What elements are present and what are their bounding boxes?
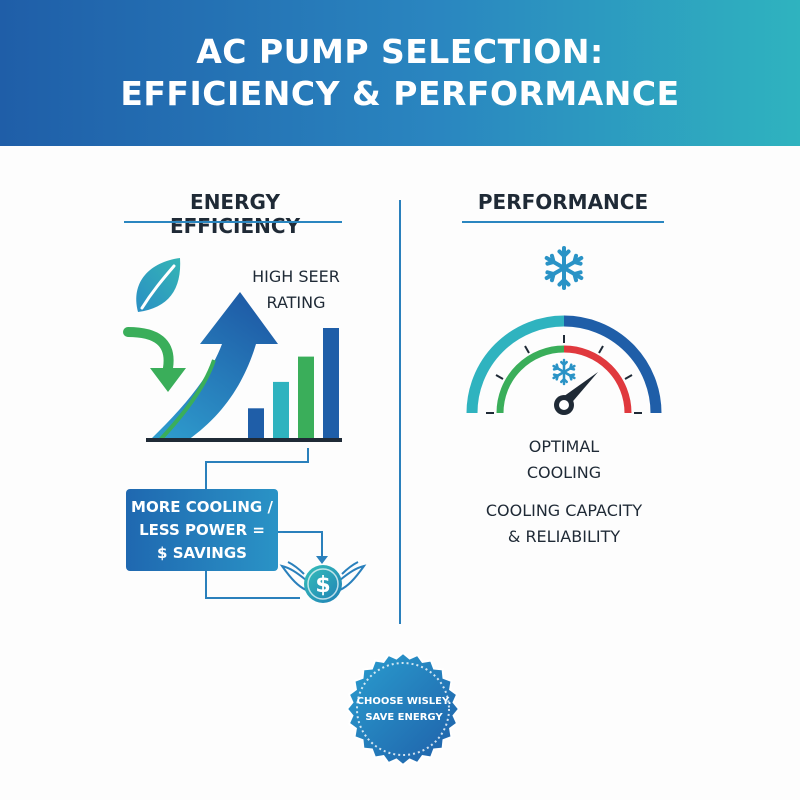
leaf-icon [136, 258, 181, 312]
chart-baseline [146, 438, 342, 442]
cooling-capacity-caption: COOLING CAPACITY & RELIABILITY [474, 498, 654, 550]
winged-coin-icon: $ [279, 561, 367, 603]
column-divider [399, 200, 401, 624]
optimal-cooling-line-2: COOLING [526, 463, 602, 482]
savings-box: MORE COOLING / LESS POWER = $ SAVINGS [126, 489, 278, 571]
badge-line-2: SAVE ENERGY [365, 712, 443, 723]
savings-line-3: $ SAVINGS [157, 543, 247, 562]
snowflake-icon [544, 246, 584, 290]
optimal-cooling-label: OPTIMAL COOLING [494, 434, 634, 486]
high-seer-line-2: RATING [266, 293, 326, 312]
high-seer-line-1: HIGH SEER [252, 267, 340, 286]
optimal-cooling-line-1: OPTIMAL [528, 437, 600, 456]
seal-badge-icon [345, 651, 461, 767]
bar-3 [298, 356, 314, 438]
title-banner: AC PUMP SELECTION: EFFICIENCY & PERFORMA… [0, 0, 800, 146]
cooling-capacity-line-2: & RELIABILITY [507, 527, 621, 546]
up-arrow-icon [150, 292, 278, 442]
bar-1 [248, 408, 264, 438]
gauge-icon [466, 315, 662, 415]
cooling-capacity-line-1: COOLING CAPACITY [485, 501, 643, 520]
bar-chart [248, 328, 339, 438]
connector-lines [205, 448, 323, 599]
gauge-snowflake-icon [552, 358, 576, 386]
badge-text: CHOOSE WISLEY. SAVE ENERGY [354, 694, 454, 726]
savings-line-1: MORE COOLING / [131, 497, 273, 516]
performance-rule [462, 221, 664, 223]
title-line-2: EFFICIENCY & PERFORMANCE [120, 74, 680, 113]
energy-efficiency-rule [124, 221, 342, 223]
energy-efficiency-heading: ENERGY EFFICIENCY [169, 190, 301, 238]
title-line-1: AC PUMP SELECTION: [196, 32, 604, 71]
down-arrow-icon [123, 327, 186, 392]
coin-dollar-sign: $ [315, 573, 330, 598]
savings-line-2: LESS POWER = [139, 520, 265, 539]
connector-arrowhead [316, 556, 328, 564]
bar-2 [273, 381, 289, 438]
high-seer-label: HIGH SEER RATING [236, 264, 356, 316]
performance-heading: PERFORMANCE [477, 190, 649, 214]
bar-4 [323, 328, 339, 438]
badge-line-1: CHOOSE WISLEY. [356, 696, 452, 707]
